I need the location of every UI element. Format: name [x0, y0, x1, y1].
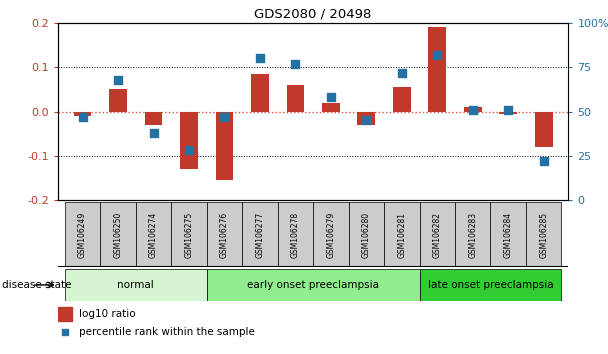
Bar — [171, 202, 207, 267]
Point — [219, 114, 229, 120]
Bar — [109, 89, 127, 112]
Bar — [384, 202, 420, 267]
Point — [60, 329, 70, 335]
Bar — [242, 202, 278, 267]
Bar — [286, 85, 304, 112]
Bar — [491, 202, 526, 267]
Text: GSM106250: GSM106250 — [114, 211, 123, 258]
Bar — [74, 112, 91, 116]
Point — [184, 148, 194, 153]
Bar — [136, 202, 171, 267]
Bar — [322, 103, 340, 112]
Text: GSM106282: GSM106282 — [433, 212, 442, 257]
Bar — [313, 202, 348, 267]
Bar — [65, 269, 207, 301]
Point — [361, 118, 371, 123]
Bar — [464, 107, 482, 112]
Text: GSM106278: GSM106278 — [291, 211, 300, 258]
Text: log10 ratio: log10 ratio — [79, 309, 136, 319]
Bar — [429, 28, 446, 112]
Point — [148, 130, 158, 136]
Bar — [278, 202, 313, 267]
Text: late onset preeclampsia: late onset preeclampsia — [427, 280, 553, 290]
Bar — [65, 202, 100, 267]
Text: normal: normal — [117, 280, 154, 290]
Bar — [455, 202, 491, 267]
Text: GSM106284: GSM106284 — [503, 211, 513, 258]
Bar — [251, 74, 269, 112]
Bar — [535, 112, 553, 147]
Bar — [100, 202, 136, 267]
Text: percentile rank within the sample: percentile rank within the sample — [79, 327, 255, 337]
Bar — [526, 202, 561, 267]
Text: GSM106283: GSM106283 — [468, 211, 477, 258]
Bar — [420, 269, 561, 301]
Bar — [207, 269, 420, 301]
Text: GSM106276: GSM106276 — [220, 211, 229, 258]
Bar — [420, 202, 455, 267]
Title: GDS2080 / 20498: GDS2080 / 20498 — [254, 7, 372, 21]
Text: GSM106274: GSM106274 — [149, 211, 158, 258]
Point — [78, 114, 88, 120]
Text: GSM106279: GSM106279 — [326, 211, 336, 258]
Text: GSM106277: GSM106277 — [255, 211, 264, 258]
Bar — [180, 112, 198, 169]
Point — [468, 107, 477, 113]
Bar — [393, 87, 410, 112]
Text: GSM106249: GSM106249 — [78, 211, 87, 258]
Text: GSM106281: GSM106281 — [397, 212, 406, 257]
Text: disease state: disease state — [2, 280, 71, 290]
Point — [255, 56, 264, 61]
Bar — [499, 112, 517, 114]
Point — [432, 52, 442, 58]
Text: GSM106285: GSM106285 — [539, 211, 548, 258]
Bar — [358, 112, 375, 125]
Point — [291, 61, 300, 67]
Point — [503, 107, 513, 113]
Text: GSM106280: GSM106280 — [362, 211, 371, 258]
Point — [113, 77, 123, 82]
Bar — [207, 202, 242, 267]
Point — [397, 70, 407, 75]
Bar — [216, 112, 233, 180]
Bar — [58, 307, 72, 321]
Text: GSM106275: GSM106275 — [184, 211, 193, 258]
Point — [539, 158, 548, 164]
Text: early onset preeclampsia: early onset preeclampsia — [247, 280, 379, 290]
Bar — [145, 112, 162, 125]
Point — [326, 95, 336, 100]
Bar — [348, 202, 384, 267]
